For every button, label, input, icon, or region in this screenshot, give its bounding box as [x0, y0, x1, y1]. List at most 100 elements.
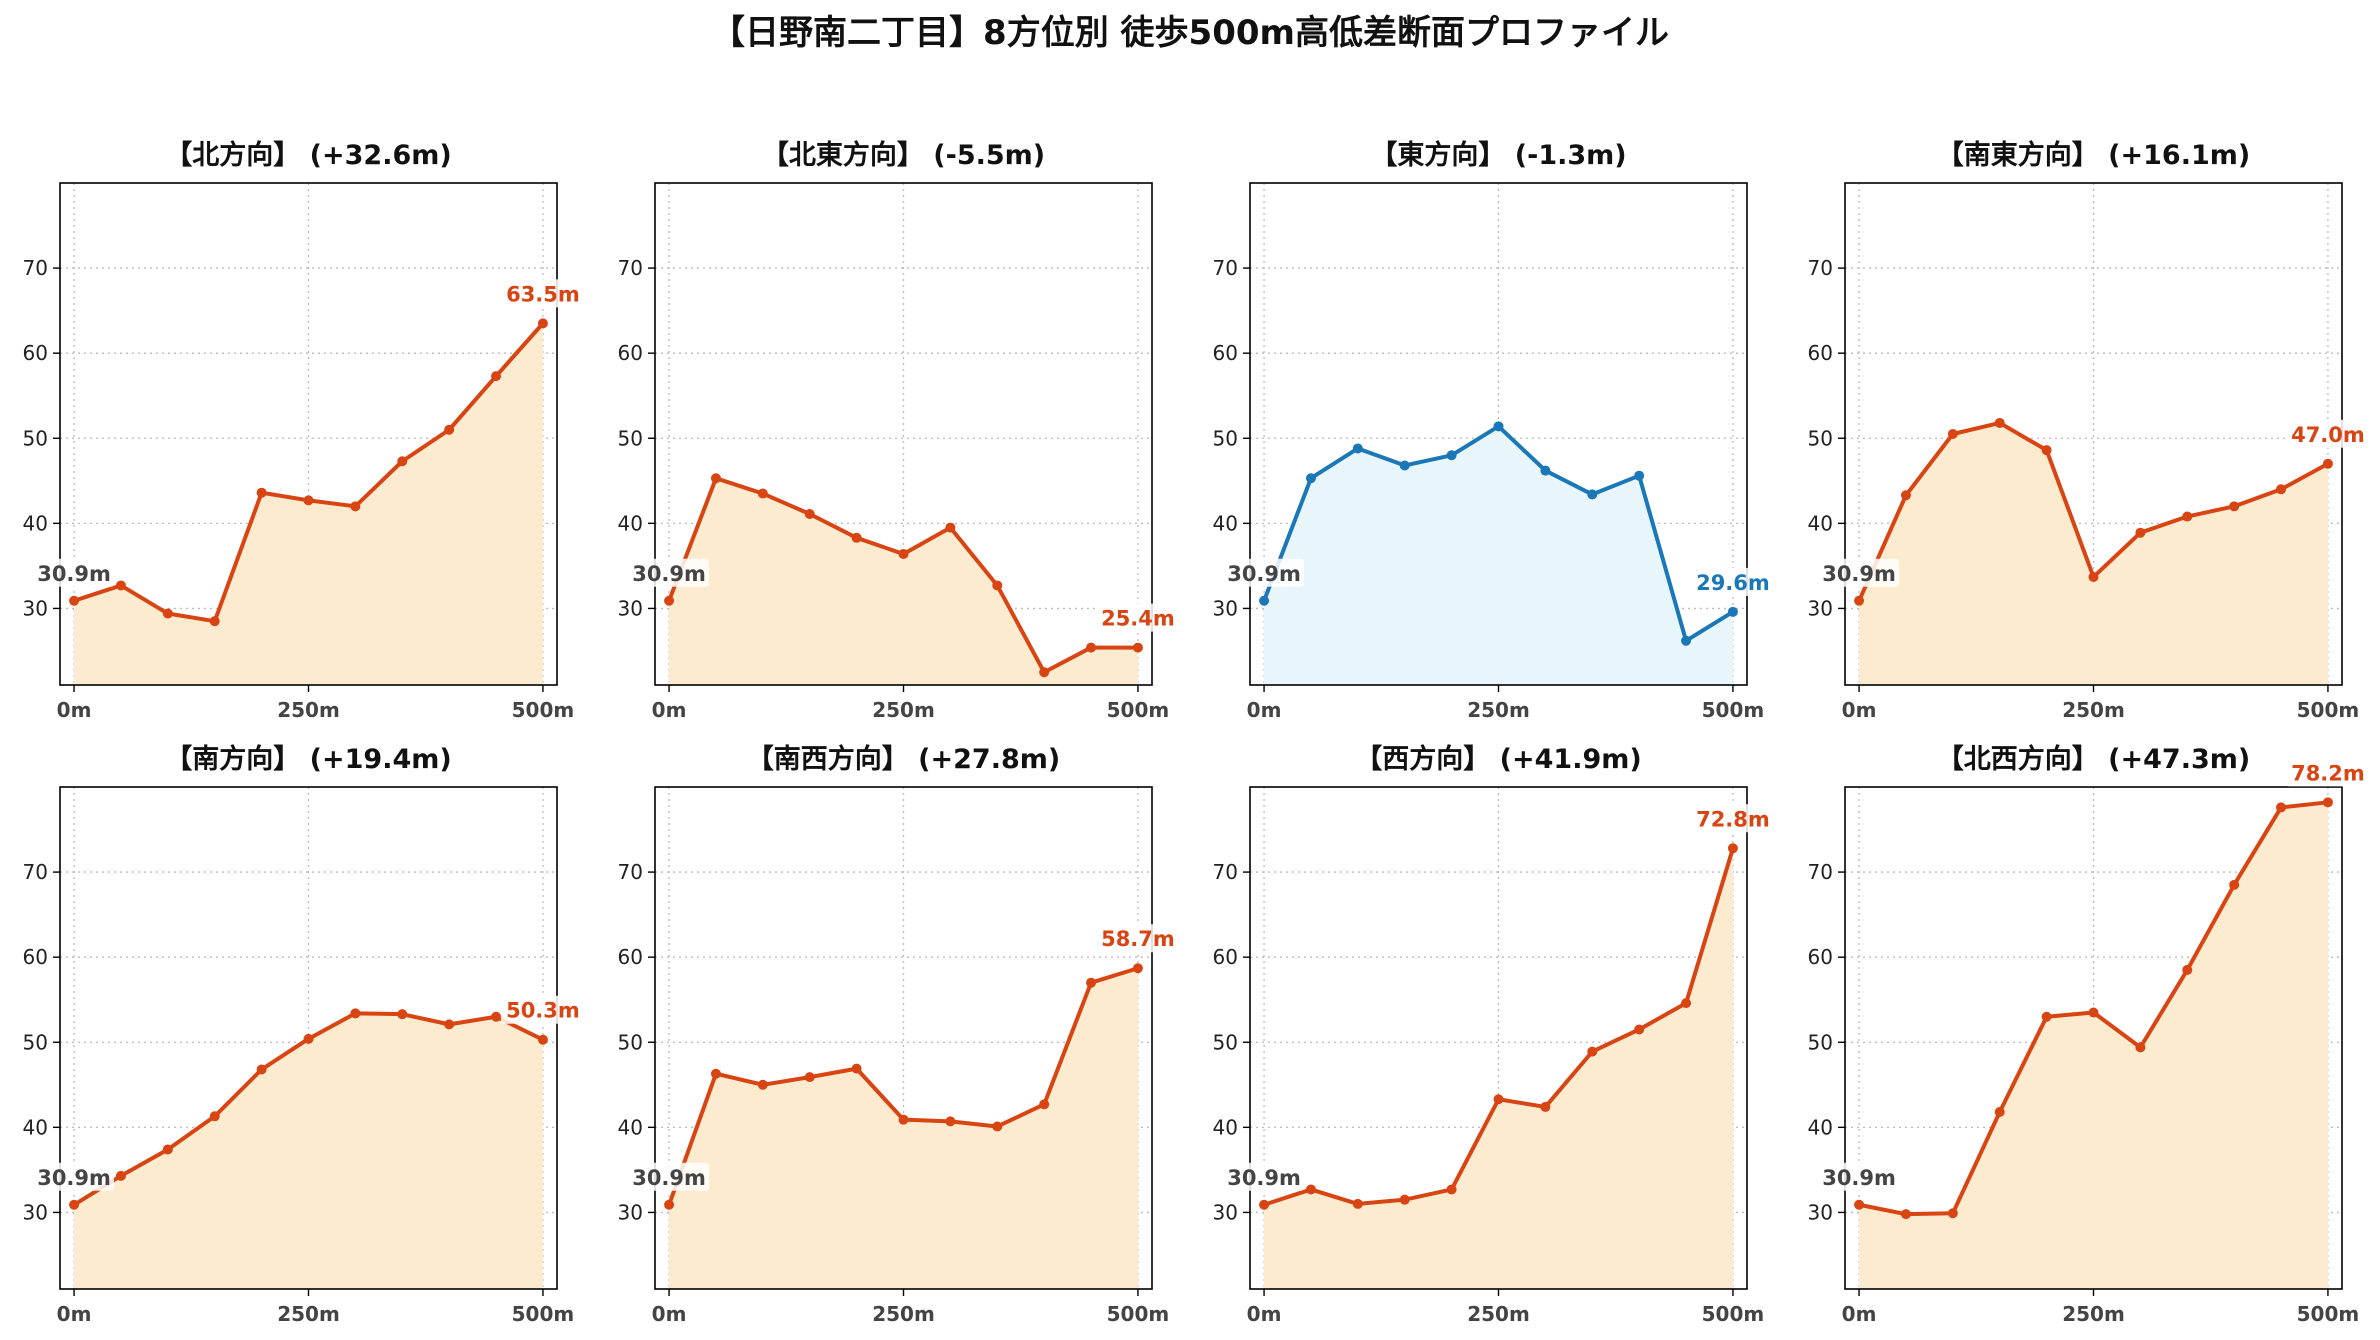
panel-title: 【南東方向】 (+16.1m) — [1937, 139, 2250, 171]
figure-title: 【日野南二丁目】8方位別 徒歩500m高低差断面プロファイル — [711, 13, 1669, 53]
data-point — [945, 522, 956, 533]
y-tick-label: 60 — [618, 945, 643, 969]
y-tick-label: 50 — [1808, 1030, 1833, 1054]
end-elevation-label: 78.2m — [2291, 761, 2365, 785]
data-point — [898, 548, 909, 559]
data-point — [1681, 635, 1692, 646]
data-point — [350, 1008, 361, 1019]
y-tick-label: 60 — [1808, 341, 1833, 365]
start-label-bg — [1224, 1162, 1305, 1191]
y-tick-label: 60 — [1213, 341, 1238, 365]
data-point — [303, 495, 314, 506]
y-tick-label: 60 — [23, 945, 48, 969]
data-point — [444, 424, 455, 435]
start-label-bg — [1224, 558, 1305, 587]
x-tick-label: 0m — [1247, 698, 1282, 722]
end-label-bg — [1690, 804, 1775, 833]
x-tick-label: 500m — [512, 1302, 575, 1326]
y-tick-label: 70 — [23, 860, 48, 884]
y-tick-label: 30 — [1213, 596, 1238, 620]
y-tick-label: 30 — [23, 1200, 48, 1224]
y-tick-label: 40 — [23, 1115, 48, 1139]
end-label-bg — [1095, 603, 1180, 632]
data-point — [69, 595, 80, 606]
data-point — [992, 1121, 1003, 1132]
data-point — [664, 1199, 675, 1210]
data-point — [2229, 879, 2240, 890]
data-point — [1681, 998, 1692, 1009]
panel-title: 【北東方向】 (-5.5m) — [762, 139, 1045, 171]
panel-title: 【西方向】 (+41.9m) — [1355, 743, 1641, 775]
data-point — [491, 1011, 502, 1022]
data-point — [2229, 501, 2240, 512]
panel-title: 【東方向】 (-1.3m) — [1370, 139, 1626, 171]
data-point — [945, 1116, 956, 1127]
y-tick-label: 40 — [1213, 1115, 1238, 1139]
y-tick-label: 40 — [1213, 511, 1238, 535]
y-tick-label: 30 — [618, 596, 643, 620]
y-tick-label: 70 — [23, 256, 48, 280]
y-tick-label: 30 — [1213, 1200, 1238, 1224]
y-tick-label: 70 — [618, 256, 643, 280]
end-label-bg — [500, 995, 585, 1024]
x-tick-label: 500m — [2297, 698, 2360, 722]
start-elevation-label: 30.9m — [632, 1166, 706, 1190]
start-elevation-label: 30.9m — [37, 1166, 111, 1190]
data-point — [710, 1068, 721, 1079]
data-point — [1446, 450, 1457, 461]
panel-title: 【南西方向】 (+27.8m) — [747, 743, 1060, 775]
y-tick-label: 30 — [1808, 596, 1833, 620]
data-point — [1305, 1184, 1316, 1195]
data-point — [69, 1199, 80, 1210]
data-point — [2276, 484, 2287, 495]
data-point — [804, 508, 815, 519]
end-label-bg — [2285, 758, 2370, 787]
profile-panel: 【南方向】 (+19.4m) 30 40 50 60 70 0m 250m 500m 30.9m 5… — [23, 743, 585, 1326]
x-tick-label: 0m — [1842, 698, 1877, 722]
data-point — [851, 532, 862, 543]
end-label-bg — [1690, 567, 1775, 596]
data-point — [2135, 1042, 2146, 1053]
x-tick-label: 500m — [2297, 1302, 2360, 1326]
profile-area — [669, 968, 1138, 1289]
data-point — [162, 1144, 173, 1155]
data-point — [303, 1033, 314, 1044]
start-label-bg — [34, 558, 115, 587]
data-point — [256, 1064, 267, 1075]
data-point — [757, 1079, 768, 1090]
start-elevation-label: 30.9m — [1822, 562, 1896, 586]
profile-area — [669, 478, 1138, 685]
start-elevation-label: 30.9m — [1227, 562, 1301, 586]
x-tick-label: 0m — [652, 698, 687, 722]
panel-title: 【北方向】 (+32.6m) — [165, 139, 451, 171]
y-tick-label: 70 — [618, 860, 643, 884]
x-tick-label: 500m — [512, 698, 575, 722]
data-point — [1132, 963, 1143, 974]
data-point — [1587, 489, 1598, 500]
start-label-bg — [629, 1162, 710, 1191]
end-elevation-label: 29.6m — [1696, 571, 1770, 595]
x-tick-label: 0m — [652, 1302, 687, 1326]
y-tick-label: 60 — [1213, 945, 1238, 969]
data-point — [1446, 1184, 1457, 1195]
data-point — [1259, 1199, 1270, 1210]
profile-panel: 【北方向】 (+32.6m) 30 40 50 60 70 0m 250m 500m 30.9m 6… — [23, 139, 585, 722]
end-elevation-label: 50.3m — [506, 999, 580, 1023]
y-tick-label: 30 — [618, 1200, 643, 1224]
y-tick-label: 60 — [618, 341, 643, 365]
data-point — [397, 1009, 408, 1020]
profile-area — [1859, 802, 2328, 1289]
y-tick-label: 40 — [618, 1115, 643, 1139]
data-point — [1994, 417, 2005, 428]
data-point — [115, 580, 126, 591]
data-point — [1305, 473, 1316, 484]
data-point — [2322, 458, 2333, 469]
data-point — [1634, 470, 1645, 481]
data-point — [256, 487, 267, 498]
data-point — [2135, 527, 2146, 538]
data-point — [1540, 465, 1551, 476]
end-label-bg — [1095, 924, 1180, 953]
profile-area — [1264, 426, 1733, 685]
y-tick-label: 70 — [1213, 256, 1238, 280]
end-elevation-label: 72.8m — [1696, 807, 1770, 831]
